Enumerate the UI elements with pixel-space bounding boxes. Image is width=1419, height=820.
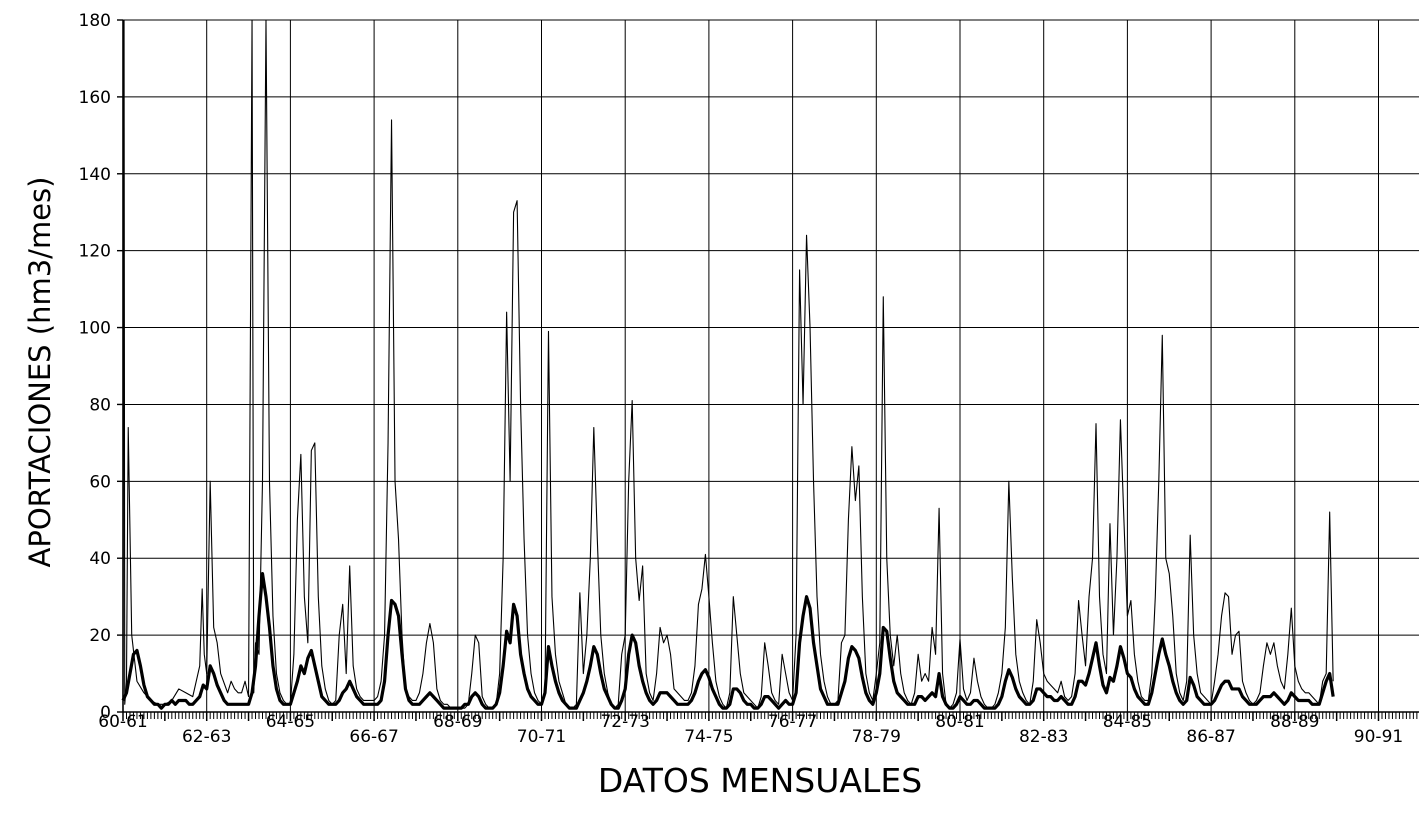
y-tick-label: 140 <box>79 165 111 185</box>
x-axis-year-labels: 60-61 62-63 64-65 66-67 68-69 70-71 72-73 74-75… <box>98 712 1403 747</box>
x-axis-title: DATOS MENSUALES <box>598 761 922 800</box>
grid-lines <box>123 19 1419 712</box>
x-tick-label: 64-65 <box>266 712 315 732</box>
series-line-thick <box>121 572 1335 710</box>
x-axis-month-ticks <box>122 712 1418 721</box>
y-tick-label: 120 <box>79 242 111 262</box>
y-axis-title: APORTACIONES (hm3/mes) <box>23 177 57 568</box>
y-tick-label: 40 <box>89 549 111 569</box>
y-tick-label: 20 <box>89 626 111 646</box>
x-tick-label: 88-89 <box>1270 712 1319 732</box>
y-tick-label: 60 <box>89 472 111 492</box>
y-tick-label: 180 <box>79 11 111 31</box>
x-tick-label: 68-69 <box>433 712 482 732</box>
x-tick-label: 86-87 <box>1186 727 1235 747</box>
y-axis-ticks: 0 20 40 60 80 100 120 140 160 180 <box>79 11 123 723</box>
x-tick-label: 76-77 <box>768 712 817 732</box>
x-tick-label: 78-79 <box>852 727 901 747</box>
series-line-thin <box>122 19 1334 709</box>
x-tick-label: 82-83 <box>1019 727 1068 747</box>
x-tick-label: 60-61 <box>98 712 147 732</box>
y-tick-label: 100 <box>79 319 111 339</box>
x-tick-label: 70-71 <box>517 727 566 747</box>
x-tick-label: 66-67 <box>349 727 398 747</box>
series-layer <box>121 19 1335 710</box>
x-tick-label: 74-75 <box>684 727 733 747</box>
x-tick-label: 72-73 <box>600 712 649 732</box>
x-tick-label: 84-85 <box>1103 712 1152 732</box>
y-tick-label: 0 <box>100 703 111 723</box>
x-tick-label: 90-91 <box>1354 727 1403 747</box>
y-tick-label: 160 <box>79 88 111 108</box>
y-tick-label: 80 <box>89 395 111 415</box>
x-tick-label: 62-63 <box>182 727 231 747</box>
x-tick-label: 80-81 <box>935 712 984 732</box>
